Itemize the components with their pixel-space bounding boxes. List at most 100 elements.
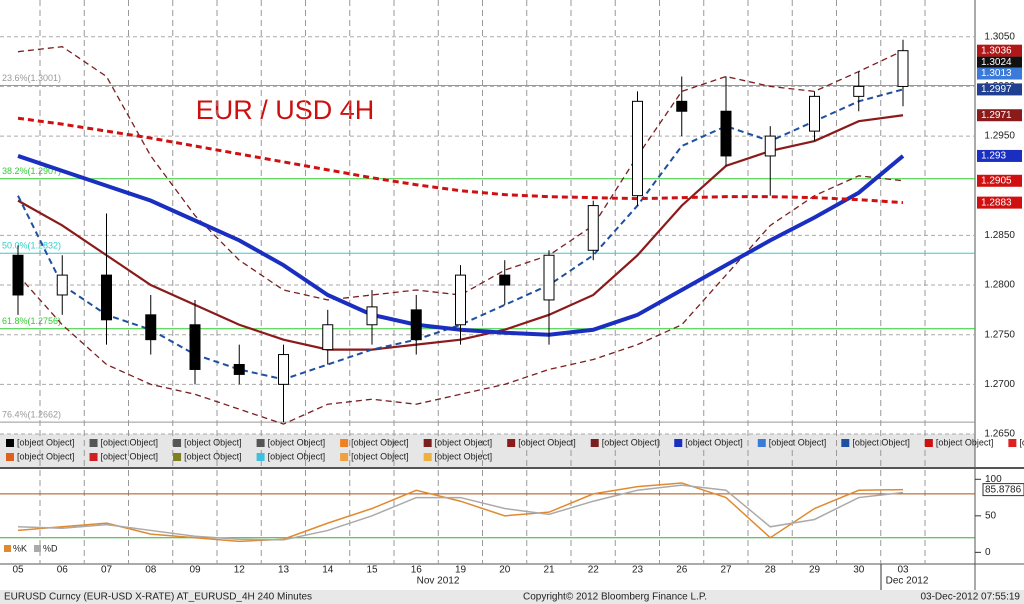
last-value-tag (977, 56, 1022, 69)
last-value-tag (977, 196, 1022, 209)
fibonacci-label: 61.8%(1.2756) (2, 316, 61, 326)
legend-swatch (590, 439, 599, 447)
chart-title: EUR / USD 4H (196, 95, 375, 125)
fibonacci-label: 76.4%(1.2662) (2, 409, 61, 419)
last-value-label: 1.2997 (981, 84, 1012, 95)
legend-label: [object Object] (17, 437, 75, 447)
legend-label: [object Object] (184, 451, 242, 461)
candle-body (499, 274, 511, 286)
fibonacci-label: 50.0%(1.2832) (2, 241, 61, 251)
legend-label: [object Object] (268, 437, 326, 447)
last-value-label: 85.8786 (985, 484, 1022, 495)
candle-body (410, 309, 422, 341)
fibonacci-label: 38.2%(1.2907) (2, 166, 61, 176)
legend-swatch (173, 439, 182, 447)
candle-body (366, 306, 378, 326)
x-tick-label: 30 (853, 565, 865, 576)
candle-body (322, 324, 334, 351)
legend-swatch (173, 453, 182, 461)
legend-label: [object Object] (101, 451, 159, 461)
x-tick-label: 07 (101, 565, 113, 576)
candle-body (233, 363, 245, 375)
last-value-tag (977, 44, 1022, 57)
x-tick-label: 09 (189, 565, 201, 576)
candle-body (632, 100, 643, 197)
x-tick-label: 08 (145, 565, 157, 576)
legend-swatch (256, 439, 265, 447)
legend-label: [object Object] (351, 451, 409, 461)
legend-swatch (340, 453, 349, 461)
legend-label: [object Object] (184, 437, 242, 447)
x-tick-label: 22 (588, 565, 600, 576)
legend-label: [object Object] (17, 451, 75, 461)
legend-swatch (4, 545, 11, 552)
indicator-line (17, 116, 904, 205)
last-value-label: 1.3024 (981, 57, 1012, 68)
legend-swatch (841, 439, 850, 447)
y-tick-label: 1.2850 (984, 230, 1015, 241)
legend-swatch (423, 453, 432, 461)
x-tick-label: 12 (234, 565, 246, 576)
legend-swatch (34, 545, 41, 552)
last-value-label: 1.3036 (981, 45, 1012, 56)
x-tick-label: 28 (765, 565, 777, 576)
x-tick-label: 03 (897, 565, 909, 576)
legend-swatch (340, 439, 349, 447)
legend-label: [object Object] (769, 437, 827, 447)
last-value-label: 1.293 (981, 151, 1006, 162)
legend-label: [object Object] (435, 437, 493, 447)
y-tick-label: 1.2700 (984, 379, 1015, 390)
y-tick-label: 50 (985, 510, 997, 521)
candle-body (676, 100, 688, 112)
candle-body (587, 205, 599, 251)
last-value-label: 1.3013 (981, 68, 1012, 79)
legend-swatch (924, 439, 933, 447)
legend-swatch (89, 439, 98, 447)
month-label: Dec 2012 (886, 576, 929, 587)
candle-body (278, 354, 289, 385)
candle-body (720, 110, 732, 157)
legend-label: [object Object] (685, 437, 743, 447)
x-tick-label: 21 (543, 565, 555, 576)
last-value-tag (977, 149, 1022, 162)
last-value-label: 1.2883 (981, 197, 1012, 208)
month-label: Nov 2012 (417, 576, 460, 587)
legend-label: [object Object] (936, 437, 994, 447)
candle-body (101, 274, 112, 321)
candle-body (543, 254, 555, 301)
legend-label: [object Object] (852, 437, 910, 447)
x-tick-label: 15 (366, 565, 378, 576)
last-value-tag (982, 483, 1024, 497)
y-tick-label: 1.2750 (984, 329, 1015, 340)
candle-body (897, 50, 909, 87)
x-tick-label: 20 (499, 565, 511, 576)
last-value-label: 1.2905 (981, 175, 1012, 186)
x-tick-label: 26 (676, 565, 688, 576)
legend-label: [object Object] (101, 437, 159, 447)
y-tick-label: 1.3050 (984, 31, 1015, 42)
x-tick-label: 05 (12, 565, 24, 576)
y-tick-label: 1.2950 (984, 131, 1015, 142)
legend-swatch (256, 453, 265, 461)
y-tick-label: 1.2800 (984, 280, 1015, 291)
x-tick-label: 29 (809, 565, 821, 576)
footer-center: Copyright© 2012 Bloomberg Finance L.P. (523, 592, 707, 603)
legend-label: [object Object] (1019, 437, 1024, 447)
legend-label: %D (43, 543, 58, 553)
legend-label: [object Object] (435, 451, 493, 461)
candle-body (853, 85, 865, 97)
x-tick-label: 16 (411, 565, 423, 576)
y-tick-label: 100 (985, 474, 1002, 485)
stochastic-line (17, 484, 904, 541)
legend-swatch (674, 439, 683, 447)
candle-body (809, 95, 820, 132)
footer-left: EURUSD Curncy (EUR-USD X-RATE) AT_EURUSD… (4, 592, 312, 603)
last-value-label: 1.2971 (981, 110, 1012, 121)
candle-body (455, 274, 466, 326)
legend-swatch (757, 439, 766, 447)
footer-right: 03-Dec-2012 07:55:19 (920, 592, 1020, 603)
legend-swatch (1008, 439, 1017, 447)
legend-swatch (89, 453, 98, 461)
x-tick-label: 13 (278, 565, 290, 576)
